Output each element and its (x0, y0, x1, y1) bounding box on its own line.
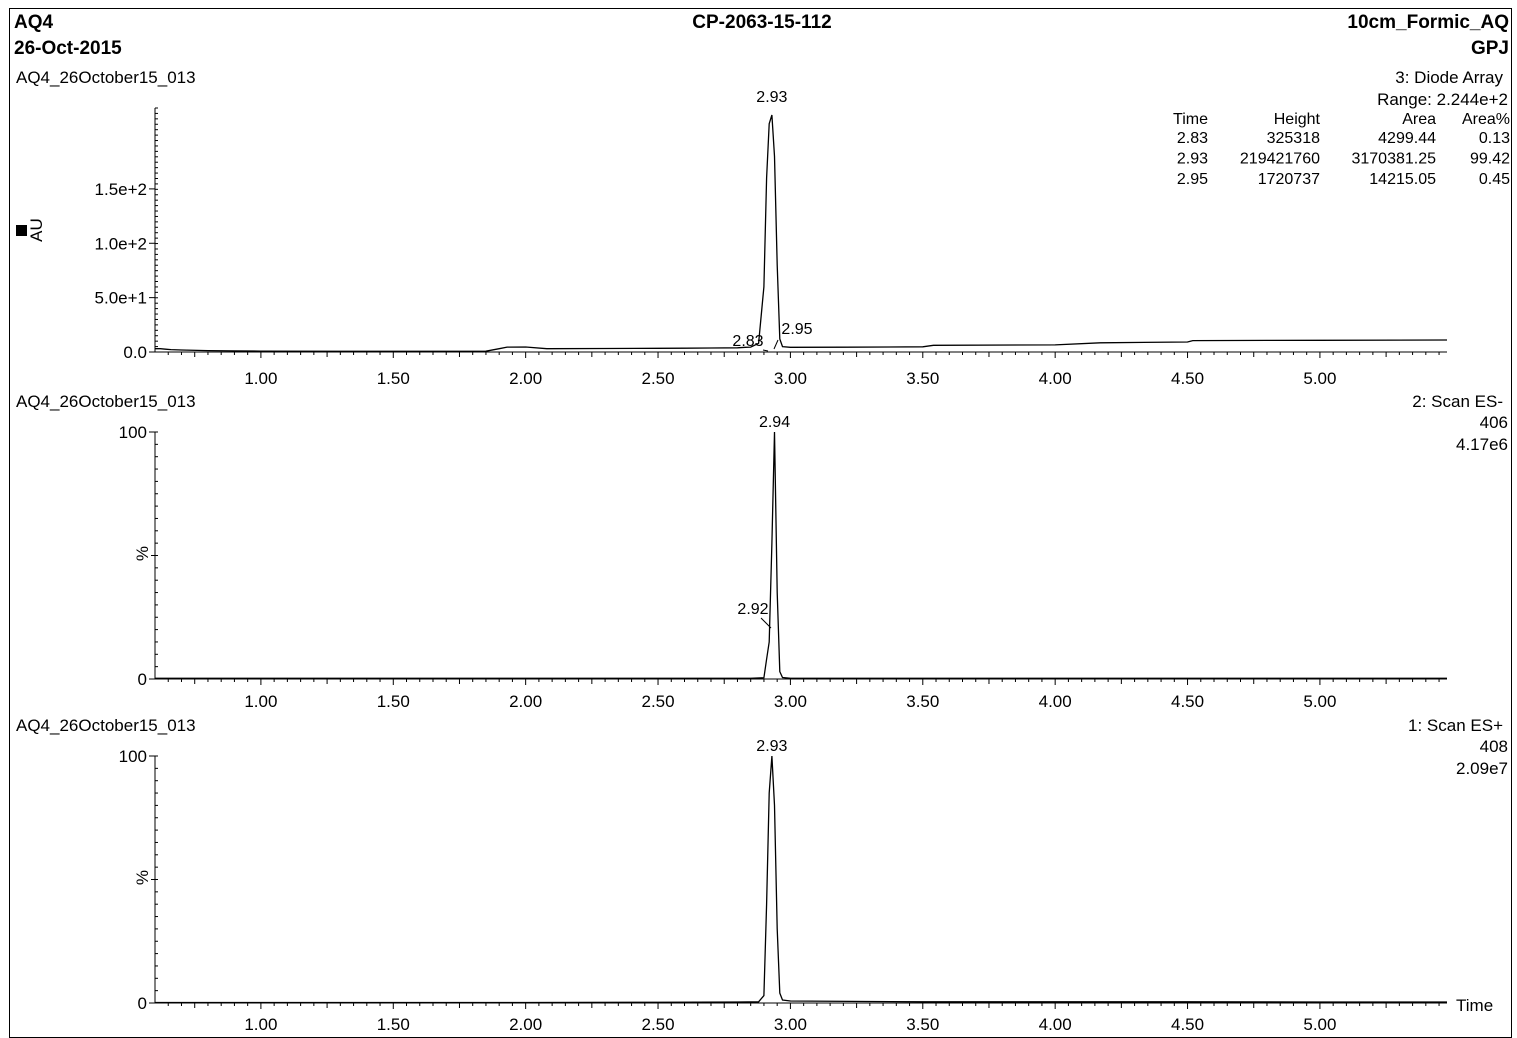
peak-label-leader (762, 349, 769, 352)
x-tick-label: 3.50 (906, 1015, 939, 1032)
y-tick-label: 1.5e+2 (95, 180, 147, 199)
y-axis-label: % (133, 546, 152, 561)
x-tick-label: 4.50 (1171, 1015, 1204, 1032)
x-tick-label: 5.00 (1303, 692, 1336, 711)
trace-label: 1: Scan ES+ (1408, 716, 1503, 735)
header-user: GPJ (1470, 38, 1509, 59)
y-tick-label: 100 (119, 423, 147, 442)
x-tick-label: 4.00 (1039, 369, 1072, 388)
x-tick-label: 3.00 (774, 692, 807, 711)
header-method: 10cm_Formic_AQ (1347, 12, 1509, 33)
x-tick-label: 1.00 (244, 692, 277, 711)
x-tick-label: 5.00 (1303, 1015, 1336, 1032)
x-axis-label: Time (1456, 996, 1493, 1015)
peak-label: 2.94 (759, 414, 790, 431)
peak-table-header: Area% (1462, 111, 1510, 128)
x-tick-label: 3.50 (906, 369, 939, 388)
peak-label: 2.93 (756, 738, 787, 755)
peak-label-leader (760, 617, 772, 629)
trace-line (155, 755, 1447, 1004)
peak-table-header: Area (1402, 111, 1436, 128)
trace-label: 3: Diode Array (1395, 68, 1503, 87)
sample-name: AQ4_26October15_013 (16, 68, 196, 87)
peak-table-cell: 2.95 (1177, 171, 1208, 188)
peak-table-cell: 14215.05 (1369, 171, 1436, 188)
peak-label: 2.95 (781, 321, 812, 338)
x-tick-label: 4.50 (1171, 369, 1204, 388)
x-tick-label: 4.50 (1171, 692, 1204, 711)
peak-table-cell: 3170381.25 (1351, 151, 1436, 168)
x-tick-label: 4.00 (1039, 692, 1072, 711)
y-tick-label: 0.0 (123, 343, 147, 362)
x-tick-label: 2.50 (641, 1015, 674, 1032)
x-tick-label: 3.00 (774, 1015, 807, 1032)
peak-table-cell: 2.83 (1177, 130, 1208, 147)
trace-label: 2: Scan ES- (1412, 392, 1503, 411)
x-tick-label: 2.00 (509, 1015, 542, 1032)
sample-name: AQ4_26October15_013 (16, 716, 196, 735)
x-tick-label: 4.00 (1039, 1015, 1072, 1032)
y-axis-label: AU (27, 218, 46, 242)
peak-label: 2.83 (732, 333, 763, 350)
x-tick-label: 3.50 (906, 692, 939, 711)
x-tick-label: 3.00 (774, 369, 807, 388)
peak-table-cell: 2.93 (1177, 151, 1208, 168)
x-tick-label: 1.50 (377, 692, 410, 711)
peak-label: 2.93 (756, 89, 787, 106)
peak-table-cell: 4299.44 (1378, 130, 1436, 147)
x-tick-label: 1.50 (377, 1015, 410, 1032)
peak-table-header: Height (1274, 111, 1321, 128)
intensity-label: 2.09e7 (1456, 759, 1508, 778)
y-tick-label: 0 (138, 670, 147, 689)
peak-table-cell: 0.45 (1479, 171, 1510, 188)
x-tick-label: 1.00 (244, 369, 277, 388)
x-tick-label: 1.00 (244, 1015, 277, 1032)
axis-marker-square (16, 225, 27, 236)
peak-table-cell: 1720737 (1258, 171, 1320, 188)
trace-line (155, 431, 1447, 679)
y-tick-label: 0 (138, 994, 147, 1013)
y-axis-label: % (133, 870, 152, 885)
x-tick-label: 5.00 (1303, 369, 1336, 388)
peak-label: 2.92 (737, 601, 768, 618)
intensity-label: 4.17e6 (1456, 435, 1508, 454)
sample-name: AQ4_26October15_013 (16, 392, 196, 411)
range-label: Range: 2.244e+2 (1377, 90, 1508, 109)
x-tick-label: 2.00 (509, 692, 542, 711)
header-date: 26-Oct-2015 (14, 38, 122, 59)
trace-line (155, 114, 1448, 352)
header-instrument: AQ4 (14, 12, 54, 33)
header-sample-id: CP-2063-15-112 (692, 12, 832, 33)
x-tick-label: 2.00 (509, 369, 542, 388)
y-tick-label: 100 (119, 747, 147, 766)
peak-table-header: Time (1173, 111, 1208, 128)
peak-table-cell: 325318 (1267, 130, 1320, 147)
x-tick-label: 2.50 (641, 692, 674, 711)
x-tick-label: 2.50 (641, 369, 674, 388)
mass-label: 406 (1480, 413, 1508, 432)
mass-label: 408 (1480, 737, 1508, 756)
peak-table-cell: 219421760 (1240, 151, 1320, 168)
peak-table-cell: 0.13 (1479, 130, 1510, 147)
y-tick-label: 1.0e+2 (95, 234, 147, 253)
x-tick-label: 1.50 (377, 369, 410, 388)
peak-label-leader (773, 339, 779, 350)
y-tick-label: 5.0e+1 (95, 289, 147, 308)
peak-table-cell: 99.42 (1470, 151, 1510, 168)
